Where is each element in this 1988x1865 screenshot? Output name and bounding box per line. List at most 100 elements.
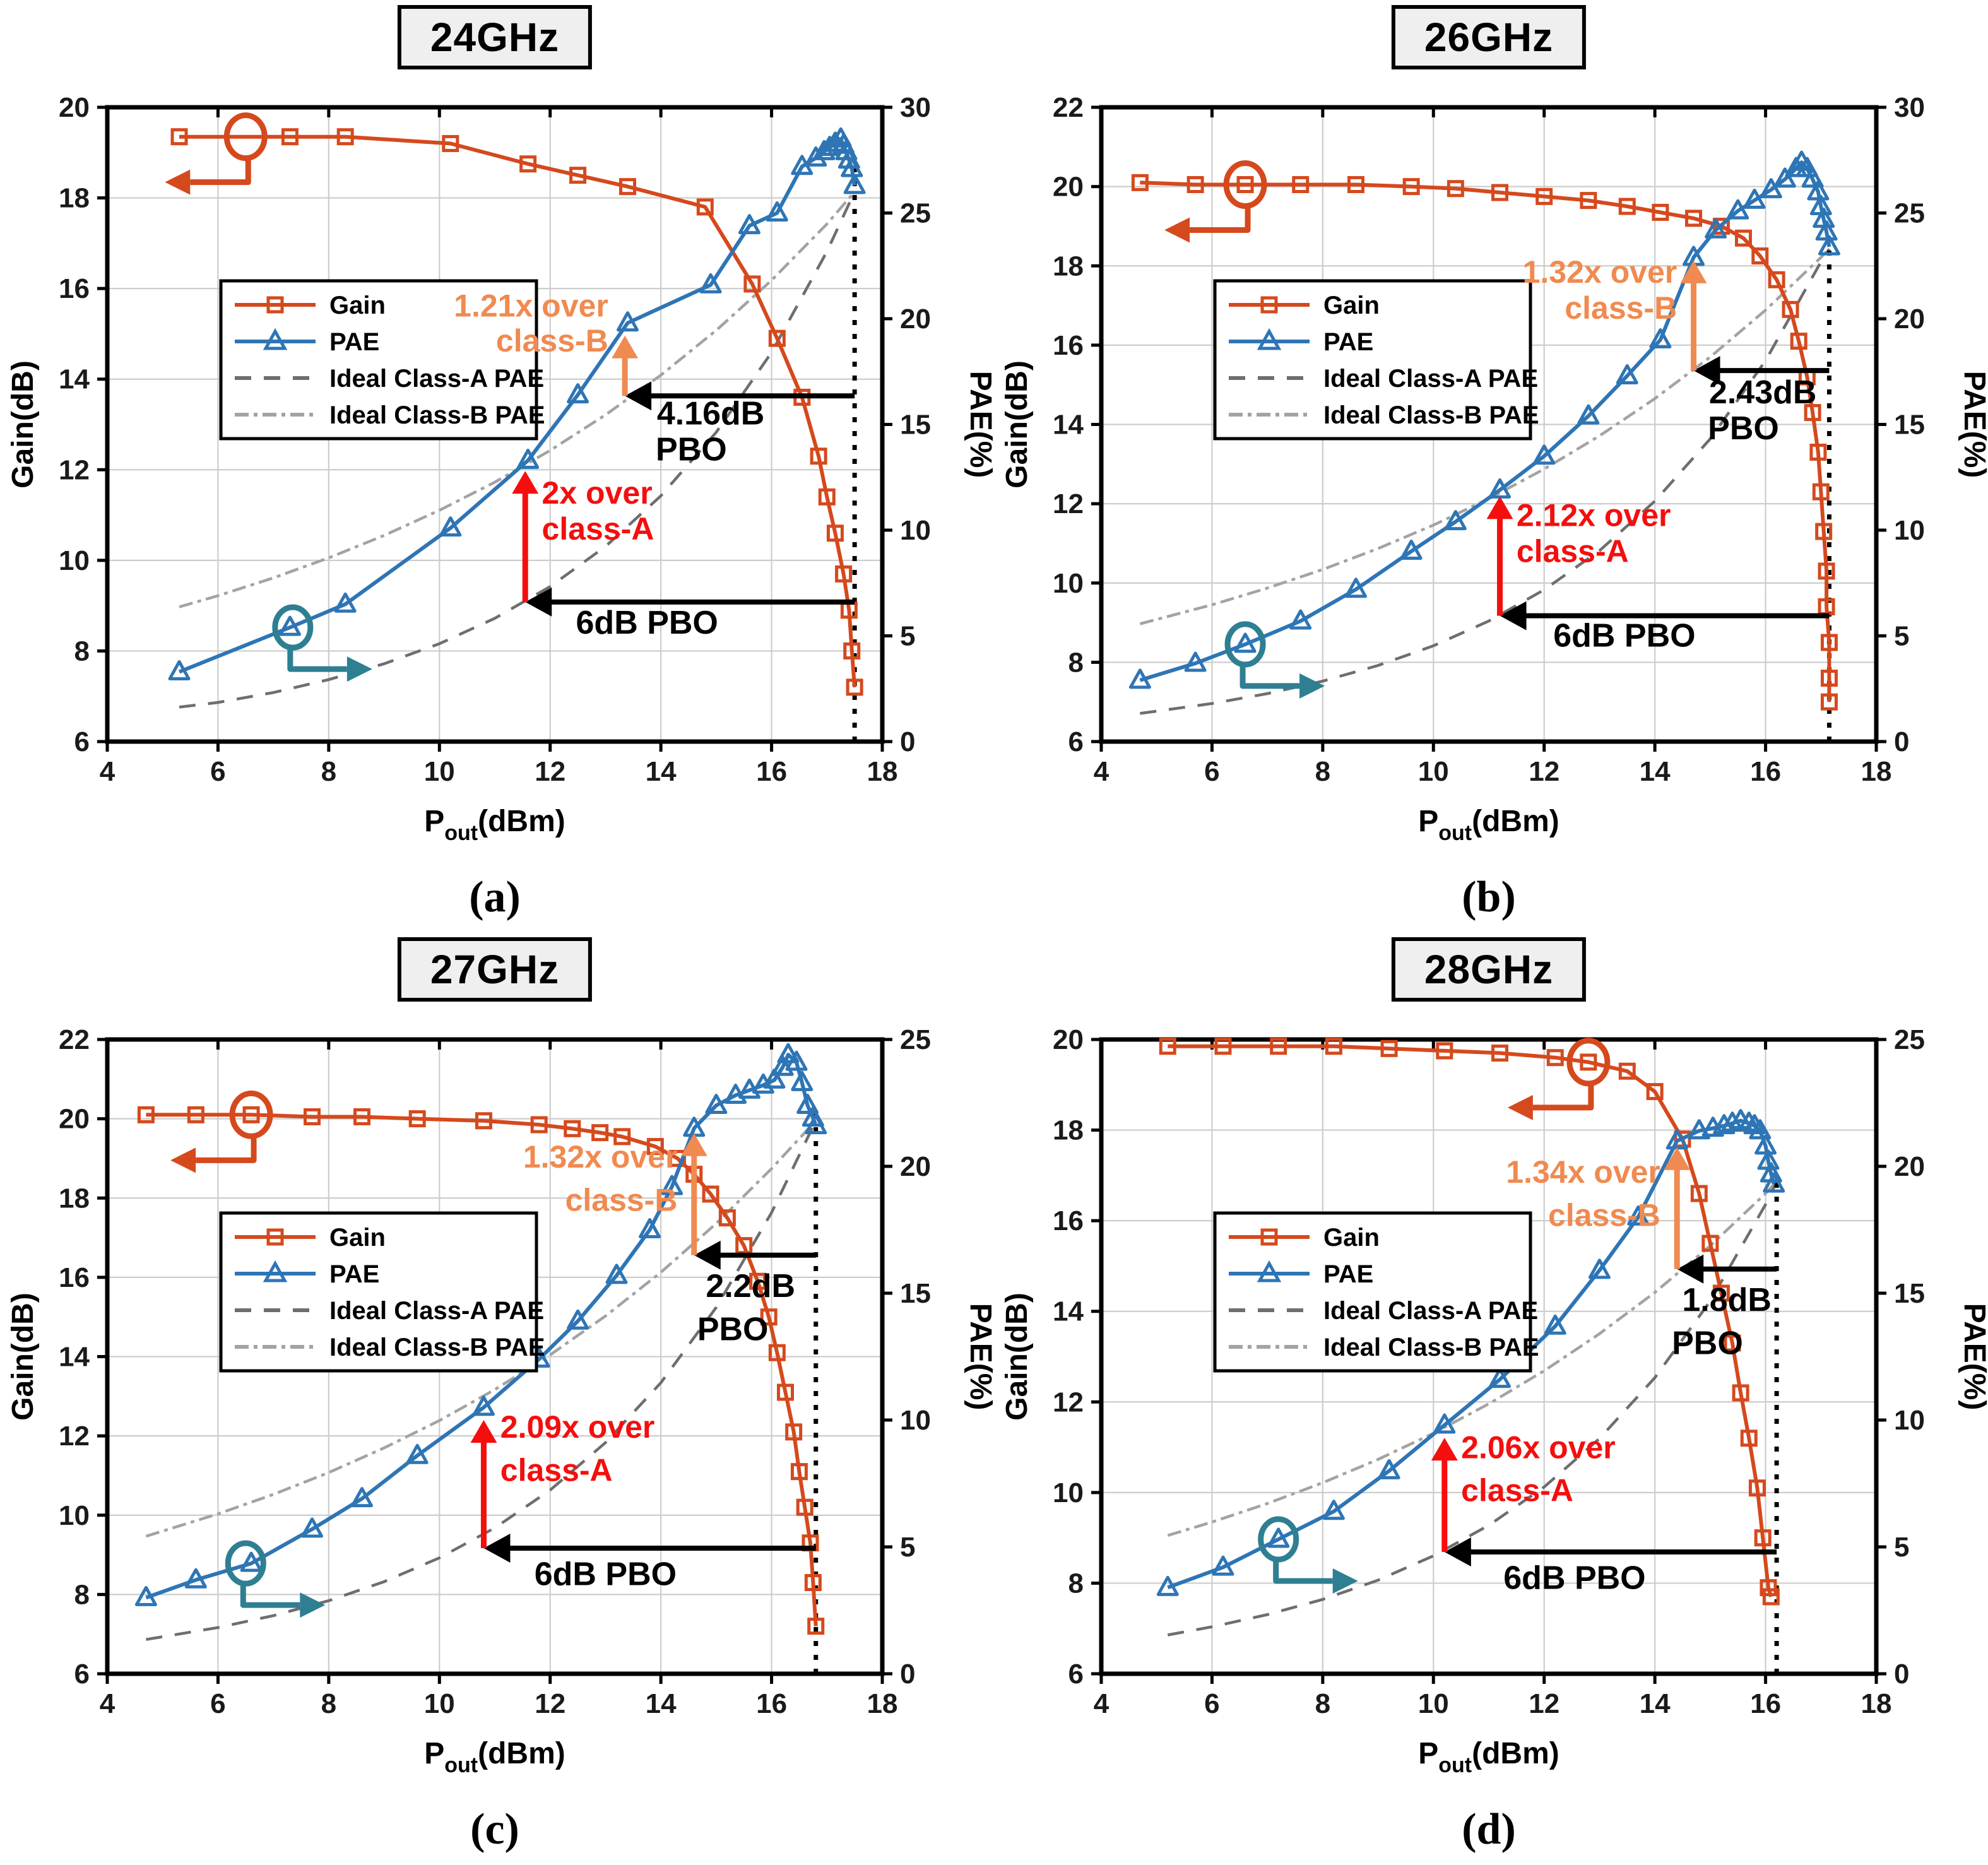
svg-text:30: 30 — [1894, 92, 1925, 123]
ideal-curves — [1139, 247, 1831, 715]
svg-text:10: 10 — [59, 1500, 90, 1531]
svg-text:15: 15 — [1894, 410, 1925, 441]
svg-text:18: 18 — [867, 756, 898, 787]
svg-text:8: 8 — [74, 636, 90, 666]
svg-text:20: 20 — [59, 92, 90, 123]
panel-title-box: 26GHz — [1391, 5, 1587, 69]
y-left-axis-label: Gain(dB) — [6, 360, 40, 488]
svg-text:18: 18 — [1053, 251, 1084, 281]
svg-text:20: 20 — [900, 304, 931, 335]
svg-text:1.32x over: 1.32x over — [523, 1139, 678, 1175]
gain-axis-indicator — [1164, 160, 1267, 243]
axes-frame — [97, 1037, 892, 1684]
svg-text:class-A: class-A — [542, 511, 654, 547]
y-right-axis-label: PAE(%) — [964, 371, 994, 478]
svg-text:Ideal Class-B PAE: Ideal Class-B PAE — [1323, 401, 1539, 429]
svg-text:8: 8 — [1068, 647, 1084, 678]
svg-text:4: 4 — [1094, 1688, 1109, 1719]
svg-text:5: 5 — [1894, 621, 1909, 652]
axes-frame — [1091, 1037, 1886, 1684]
svg-text:16: 16 — [1750, 1688, 1781, 1719]
svg-text:20: 20 — [1053, 1024, 1084, 1055]
svg-text:Ideal Class-A PAE: Ideal Class-A PAE — [329, 365, 544, 393]
y-right-axis-label: PAE(%) — [964, 1303, 994, 1411]
svg-text:1.34x over: 1.34x over — [1506, 1154, 1660, 1190]
ideal-class-a-curve — [1140, 248, 1831, 715]
chart-24ghz: 4 6 8 10 12 14 16 1868101214161820051015202530G… — [6, 92, 994, 845]
ideal-class-a-curve — [146, 1120, 817, 1641]
svg-text:Gain: Gain — [329, 1224, 386, 1252]
svg-text:2.06x over: 2.06x over — [1461, 1430, 1616, 1465]
svg-text:1.8dB: 1.8dB — [1682, 1282, 1772, 1318]
svg-text:16: 16 — [1750, 756, 1781, 787]
svg-text:15: 15 — [1894, 1278, 1925, 1309]
svg-text:12: 12 — [1053, 488, 1084, 519]
svg-text:25: 25 — [900, 1024, 931, 1055]
svg-text:6dB PBO: 6dB PBO — [576, 605, 718, 641]
svg-text:25: 25 — [1894, 1024, 1925, 1055]
panel-title: 26GHz — [1424, 15, 1554, 60]
svg-text:PBO: PBO — [1708, 410, 1779, 447]
svg-text:6dB PBO: 6dB PBO — [535, 1556, 677, 1592]
gain-series — [1159, 1038, 1780, 1606]
svg-text:25: 25 — [1894, 198, 1925, 229]
panel-28ghz: 4 6 8 10 12 14 16 18 6 8 10 12 14 16 18 20 0 5 10 15 20 25 Gai… — [994, 932, 1988, 1865]
pae-axis-indicator — [272, 604, 372, 682]
panel-title: 24GHz — [430, 15, 560, 60]
svg-text:Gain: Gain — [1323, 1224, 1380, 1252]
pae-series — [134, 1043, 827, 1606]
svg-text:16: 16 — [1053, 330, 1084, 361]
svg-text:20: 20 — [1053, 172, 1084, 203]
svg-text:6: 6 — [74, 1659, 90, 1690]
y-right-axis-label: PAE(%) — [1958, 1303, 1988, 1411]
svg-text:5: 5 — [900, 621, 915, 652]
gain-series — [170, 128, 863, 696]
grid — [1101, 1039, 1876, 1674]
svg-text:16: 16 — [59, 273, 90, 304]
panel-title: 27GHz — [430, 947, 560, 992]
chart-27ghz: 4 6 8 10 12 14 16 1868101214161820220510152025G… — [6, 1024, 994, 1777]
svg-text:6: 6 — [1068, 1659, 1084, 1690]
svg-text:10: 10 — [59, 545, 90, 576]
svg-text:6: 6 — [74, 726, 90, 757]
svg-text:20: 20 — [59, 1104, 90, 1135]
y-left-axis-label: Gain(dB) — [1000, 1293, 1034, 1421]
svg-text:PAE: PAE — [329, 1260, 379, 1288]
svg-text:12: 12 — [1529, 756, 1559, 787]
svg-text:14: 14 — [1640, 1688, 1671, 1719]
svg-text:1.32x over: 1.32x over — [1523, 254, 1677, 290]
svg-text:Ideal Class-B PAE: Ideal Class-B PAE — [329, 1334, 545, 1361]
svg-text:10: 10 — [1418, 756, 1449, 787]
axes-frame — [1091, 105, 1886, 752]
axis-labels: Gain(dB) PAE(%) Pout(dBm) — [1000, 360, 1988, 845]
svg-text:12: 12 — [1529, 1688, 1559, 1719]
svg-text:0: 0 — [1894, 726, 1909, 757]
svg-text:10: 10 — [424, 1688, 455, 1719]
svg-text:15: 15 — [900, 410, 931, 441]
pae-series — [168, 127, 866, 680]
svg-text:class-A: class-A — [1517, 533, 1629, 569]
svg-text:PAE: PAE — [329, 328, 379, 356]
axes-frame — [97, 105, 892, 752]
svg-text:16: 16 — [59, 1262, 90, 1293]
ideal-curves — [145, 1120, 817, 1641]
panel-sublabel: (c) — [470, 1805, 519, 1854]
svg-text:Ideal Class-B PAE: Ideal Class-B PAE — [1323, 1334, 1539, 1361]
svg-text:25: 25 — [900, 198, 931, 229]
panel-sublabel: (d) — [1462, 1805, 1516, 1854]
svg-text:12: 12 — [59, 454, 90, 485]
svg-text:15: 15 — [900, 1278, 931, 1309]
svg-text:14: 14 — [59, 1342, 90, 1373]
svg-text:10: 10 — [1053, 568, 1084, 599]
svg-text:14: 14 — [1053, 410, 1084, 441]
pae-axis-indicator — [1258, 1516, 1358, 1594]
tick-labels: 4 6 8 10 12 14 16 18681012141618202205101520253… — [1053, 92, 1925, 787]
panel-26ghz: 4 6 8 10 12 14 16 18 6 8 10 12 14 16 18 20 22 0 5 10 15 20 25 3… — [994, 0, 1988, 932]
panel-24ghz: 4 6 8 10 12 14 16 18 6 8 10 12 14 16 18 20 0 5 10 15 20 25 30 G… — [0, 0, 994, 932]
axis-labels: Gain(dB) PAE(%) Pout(dBm) — [6, 360, 994, 845]
svg-text:10: 10 — [900, 515, 931, 546]
